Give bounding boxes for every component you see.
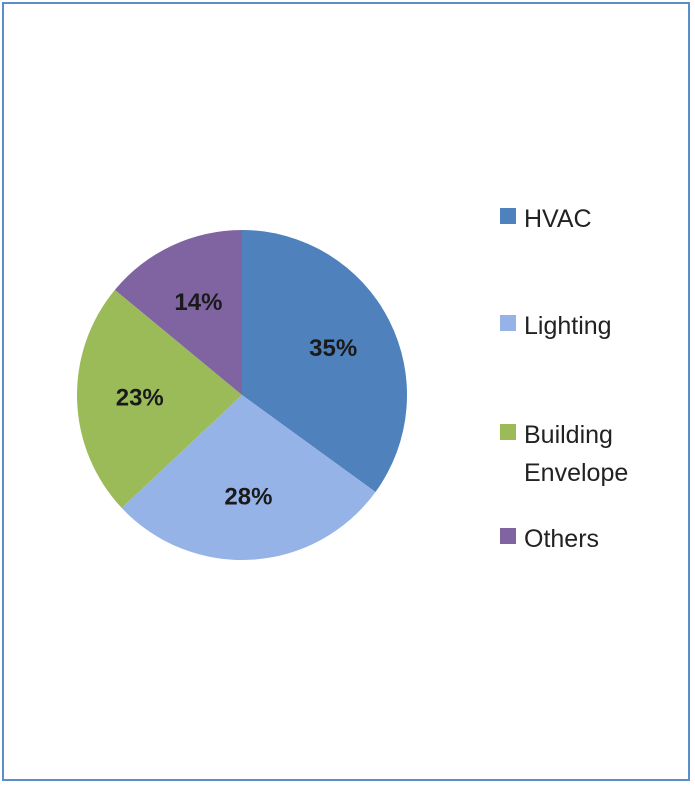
legend-swatch-hvac [500, 208, 516, 224]
legend-label-others: Others [524, 525, 600, 553]
legend-label-building-envelope: Building Envelope [524, 421, 629, 487]
pie-slice-labels: 35% 28% 23% 14% [116, 289, 357, 511]
legend-swatch-lighting [500, 315, 516, 331]
pie-slices [77, 230, 407, 560]
pie-slice-others [114, 230, 242, 395]
legend-item-building-envelope: Building Envelope [500, 416, 674, 492]
legend-swatch-others [500, 528, 516, 544]
pie-slice-building-envelope [77, 289, 243, 508]
legend-label-lighting: Lighting [524, 312, 612, 340]
legend-label-hvac: HVAC [524, 205, 592, 233]
pie-label-lighting: 28% [224, 484, 272, 511]
pie-label-building-envelope: 23% [116, 385, 164, 412]
pie-label-others: 14% [174, 289, 222, 316]
legend-item-lighting: Lighting [500, 307, 674, 345]
legend-item-hvac: HVAC [500, 200, 674, 238]
pie-slice-hvac [242, 230, 407, 492]
pie-slice-lighting [121, 395, 376, 560]
legend-swatch-building-envelope [500, 424, 516, 440]
legend-item-others: Others [500, 520, 674, 558]
pie-label-hvac: 35% [309, 335, 357, 362]
